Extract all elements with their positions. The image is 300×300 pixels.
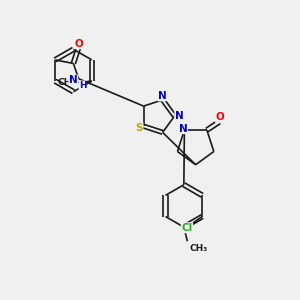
Text: N: N (69, 75, 78, 85)
Text: N: N (158, 91, 167, 101)
Text: S: S (135, 123, 143, 133)
Text: O: O (74, 39, 83, 49)
Text: CH₃: CH₃ (57, 78, 76, 87)
Text: N: N (175, 110, 184, 121)
Text: H: H (79, 81, 86, 90)
Text: N: N (178, 124, 187, 134)
Text: O: O (215, 112, 224, 122)
Text: Cl: Cl (181, 223, 193, 233)
Text: CH₃: CH₃ (190, 244, 208, 253)
